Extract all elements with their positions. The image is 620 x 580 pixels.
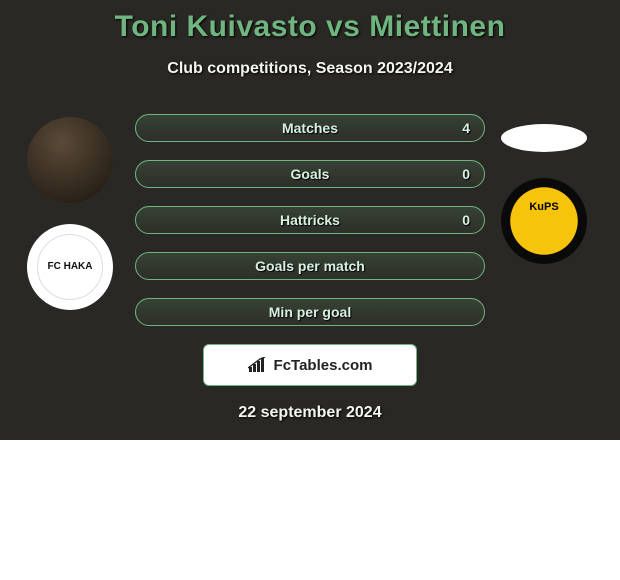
stat-right-value: 0 bbox=[446, 166, 470, 182]
date-label: 22 september 2024 bbox=[0, 404, 620, 422]
club-left-label: FC HAKA bbox=[27, 224, 113, 310]
stat-row: Matches 4 bbox=[135, 114, 485, 142]
stat-label: Matches bbox=[174, 120, 446, 136]
comparison-card: Toni Kuivasto vs Miettinen Club competit… bbox=[0, 0, 620, 440]
source-brand: FcTables.com bbox=[274, 357, 373, 374]
club-left-crest: FC HAKA bbox=[27, 224, 113, 310]
source-link[interactable]: FcTables.com bbox=[203, 344, 417, 386]
club-right-crest: KuPS bbox=[501, 178, 587, 264]
stats-table: Matches 4 Goals 0 Hattricks 0 Goals per … bbox=[135, 114, 485, 326]
player-right-avatar bbox=[501, 124, 587, 152]
player-left-avatar bbox=[27, 117, 113, 203]
stat-row: Hattricks 0 bbox=[135, 206, 485, 234]
stat-label: Hattricks bbox=[174, 212, 446, 228]
stat-row: Goals per match bbox=[135, 252, 485, 280]
stat-label: Min per goal bbox=[174, 304, 446, 320]
chart-icon bbox=[248, 357, 268, 373]
stat-row: Goals 0 bbox=[135, 160, 485, 188]
stat-right-value: 0 bbox=[446, 212, 470, 228]
stat-label: Goals bbox=[174, 166, 446, 182]
stat-right-value: 4 bbox=[446, 120, 470, 136]
stat-label: Goals per match bbox=[174, 258, 446, 274]
stat-row: Min per goal bbox=[135, 298, 485, 326]
subtitle: Club competitions, Season 2023/2024 bbox=[0, 60, 620, 78]
page-title: Toni Kuivasto vs Miettinen bbox=[0, 0, 620, 44]
club-right-label: KuPS bbox=[525, 200, 562, 214]
